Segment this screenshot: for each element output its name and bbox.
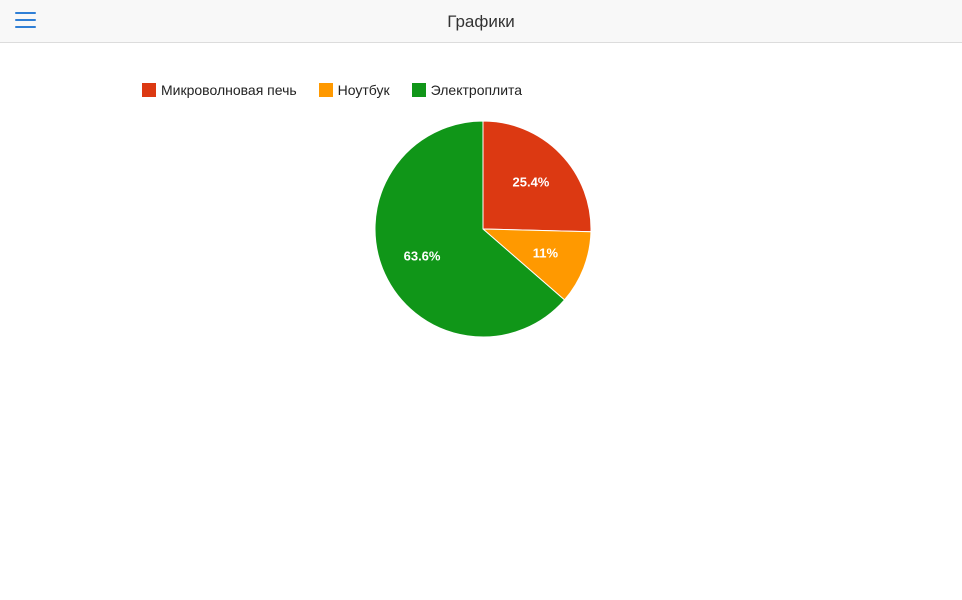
pie-slice-laptop[interactable] — [481, 228, 592, 301]
menu-icon[interactable] — [10, 8, 42, 34]
slice-label-microwave: 25.4% — [513, 174, 550, 189]
menu-icon-bar — [15, 19, 36, 21]
app-bar: Графики — [0, 0, 962, 43]
page-title: Графики — [447, 12, 515, 31]
legend-item-stove[interactable]: Электроплита — [411, 82, 523, 98]
legend-label: Электроплита — [430, 82, 523, 98]
legend-label: Микроволновая печь — [161, 82, 297, 98]
legend-swatch — [142, 83, 156, 97]
legend-item-microwave[interactable]: Микроволновая печь — [142, 82, 297, 98]
legend-swatch — [411, 83, 426, 97]
menu-icon-bar — [15, 26, 36, 28]
pie-svg: 25.4% 11% 63.6% — [374, 120, 592, 338]
legend-item-laptop[interactable]: Ноутбук — [318, 82, 390, 98]
slice-label-stove: 63.6% — [404, 249, 441, 264]
pie-slice-microwave[interactable] — [482, 120, 592, 233]
legend-label: Ноутбук — [337, 82, 390, 98]
menu-icon-bar — [15, 12, 36, 14]
slice-label-laptop: 11% — [533, 245, 559, 260]
legend-swatch — [318, 83, 333, 97]
chart-legend: Микроволновая печь Ноутбук Электроплита — [142, 82, 544, 98]
pie-slice-stove[interactable] — [374, 120, 566, 338]
pie-chart: Микроволновая печь Ноутбук Электроплита … — [0, 44, 962, 364]
